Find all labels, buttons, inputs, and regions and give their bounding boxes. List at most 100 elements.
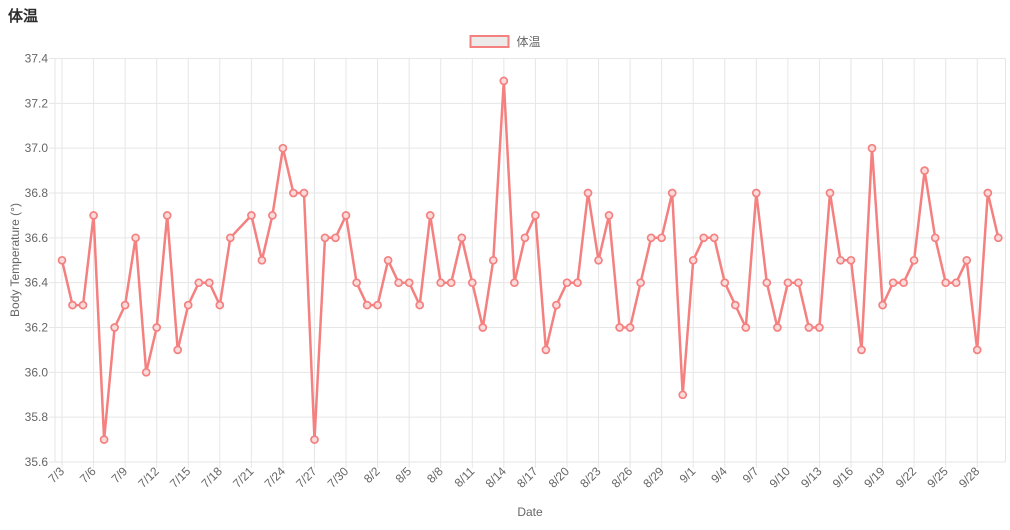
data-point[interactable] [352,278,361,288]
data-point[interactable] [520,233,530,243]
data-point[interactable] [331,233,340,243]
data-point[interactable] [57,255,67,265]
data-point[interactable] [215,300,225,310]
data-point[interactable] [425,211,435,220]
data-point[interactable] [152,323,162,332]
data-point[interactable] [857,345,866,355]
data-point[interactable] [615,323,624,332]
data-point[interactable] [394,278,403,288]
data-point[interactable] [699,233,709,243]
data-point[interactable] [899,278,908,288]
data-point[interactable] [310,435,319,444]
data-point[interactable] [720,278,730,288]
data-point[interactable] [299,188,309,198]
data-point[interactable] [815,323,824,332]
data-point[interactable] [688,255,698,265]
data-point[interactable] [962,255,972,265]
data-point[interactable] [604,211,614,220]
data-point[interactable] [257,255,267,265]
data-point[interactable] [415,300,425,310]
data-point[interactable] [120,300,130,310]
legend-item-taion[interactable]: 体温 [469,33,541,50]
data-point[interactable] [404,278,414,288]
data-point[interactable] [646,233,656,243]
data-point[interactable] [825,188,835,198]
x-tick-label: 8/14 [483,464,510,491]
data-point[interactable] [846,255,856,265]
data-point[interactable] [446,278,456,288]
data-point[interactable] [478,323,488,332]
data-point[interactable] [383,255,393,265]
data-point[interactable] [741,323,751,332]
data-point[interactable] [289,188,298,198]
data-point[interactable] [888,278,898,288]
data-point[interactable] [636,278,645,288]
data-point[interactable] [110,323,119,332]
data-point[interactable] [341,211,351,220]
data-point[interactable] [794,278,803,288]
temperature-line [60,79,1000,441]
data-point[interactable] [499,76,509,86]
data-point[interactable] [562,278,572,288]
data-point[interactable] [194,278,204,288]
data-point[interactable] [552,300,561,310]
data-point[interactable] [951,278,961,288]
x-tick-label: 9/19 [861,464,888,491]
data-point[interactable] [993,233,1003,243]
data-point[interactable] [594,255,603,265]
data-point[interactable] [909,255,919,265]
data-point[interactable] [541,345,551,355]
data-point[interactable] [362,300,372,310]
data-point[interactable] [983,188,993,198]
data-point[interactable] [225,233,235,243]
y-tick-label: 35.8 [25,410,49,424]
data-point[interactable] [162,211,172,220]
data-point[interactable] [762,278,772,288]
data-point[interactable] [78,300,88,310]
x-tick-label: 8/29 [640,464,667,491]
x-tick-label: 7/21 [230,464,257,491]
data-point[interactable] [531,211,540,220]
data-point[interactable] [247,211,256,220]
data-point[interactable] [68,300,77,310]
data-point[interactable] [573,278,582,288]
data-point[interactable] [436,278,446,288]
data-point[interactable] [972,345,982,355]
data-point[interactable] [836,255,845,265]
data-point[interactable] [941,278,951,288]
data-point[interactable] [204,278,214,288]
data-point[interactable] [678,390,688,400]
data-point[interactable] [783,278,793,288]
data-point[interactable] [510,278,519,288]
data-point[interactable] [773,323,782,332]
data-point[interactable] [183,300,193,310]
data-point[interactable] [268,211,277,220]
data-point[interactable] [920,166,929,175]
data-point[interactable] [930,233,940,243]
data-point[interactable] [131,233,140,243]
data-point[interactable] [709,233,719,243]
data-point[interactable] [457,233,467,243]
data-point[interactable] [657,233,666,243]
data-point[interactable] [373,300,382,310]
data-point[interactable] [488,255,498,265]
data-point[interactable] [278,143,288,153]
data-point[interactable] [730,300,740,310]
data-point[interactable] [173,345,183,355]
data-point[interactable] [99,435,109,444]
data-point[interactable] [625,323,635,332]
data-point[interactable] [878,300,887,310]
data-point[interactable] [141,367,151,377]
data-point[interactable] [751,188,761,198]
data-point[interactable] [583,188,593,198]
data-point[interactable] [89,211,98,220]
data-point[interactable] [867,143,877,153]
data-point[interactable] [467,278,477,288]
data-point[interactable] [320,233,330,243]
data-point[interactable] [667,188,677,198]
x-tick-label: 7/6 [77,464,99,486]
x-tick-label: 9/16 [830,464,857,491]
data-point[interactable] [804,323,814,332]
